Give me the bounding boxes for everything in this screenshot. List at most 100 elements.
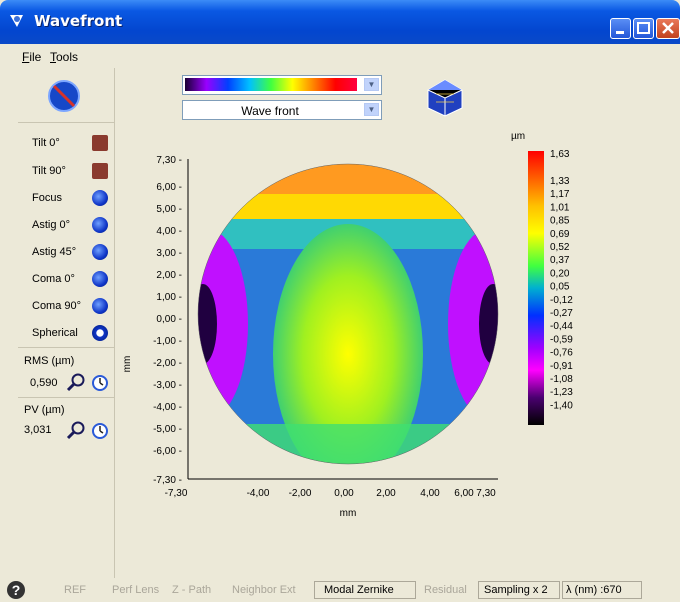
colorbar-tick-label: 0,37 (550, 255, 570, 266)
colorbar-tick-label: 0,85 (550, 216, 570, 227)
y-tick-label: 4,00 - (156, 226, 182, 237)
pv-label: PV (µm) (24, 404, 65, 416)
y-tick-label: -1,00 - (153, 336, 182, 347)
colorbar-tick-label: -1,23 (550, 387, 573, 398)
minimize-button[interactable] (610, 18, 631, 39)
astig-icon (92, 217, 108, 233)
x-axis-label: mm (340, 508, 357, 519)
status-box (562, 581, 642, 599)
3d-view-button[interactable] (424, 78, 466, 118)
colorbar-tick-label: 1,01 (550, 202, 570, 213)
measure-icon (48, 80, 80, 112)
x-tick-label: 0,00 (334, 488, 354, 499)
y-axis: 7,30 - 6,00 - 5,00 - 4,00 - 3,00 - 2,00 - 1,00… (153, 155, 182, 486)
status-wavelength: λ (nm) :670 (566, 584, 622, 596)
sidebar-item-astig-45[interactable]: Astig 45° (18, 239, 114, 265)
title-bar: Wavefront (0, 0, 680, 44)
divider (18, 397, 114, 398)
zernike-sidebar: Tilt 0° Tilt 90° Focus Astig 0° Astig 45… (18, 68, 115, 578)
sidebar-item-tilt-90[interactable]: Tilt 90° (18, 158, 114, 184)
status-residual[interactable]: Residual (424, 584, 467, 596)
y-tick-label: -6,00 - (153, 446, 182, 457)
svg-text:?: ? (12, 582, 21, 598)
x-tick-label: -7,30 (165, 488, 188, 499)
zoom-icon[interactable] (66, 420, 88, 440)
y-tick-label: 0,00 - (156, 314, 182, 325)
colorbar-scale: 1,63 1,33 1,17 1,01 0,85 0,69 0,52 0,37 0,20 0,05… (550, 149, 573, 411)
app-icon (10, 15, 23, 27)
rms-label: RMS (µm) (24, 355, 75, 367)
y-tick-label: -3,00 - (153, 380, 182, 391)
pv-value: 3,031 (24, 424, 52, 436)
x-tick-label: 4,00 (420, 488, 440, 499)
menu-tools[interactable]: Tools (50, 50, 79, 64)
status-ref[interactable]: REF (64, 584, 86, 596)
menu-bar: File Tools (0, 44, 680, 68)
colorbar (528, 151, 544, 425)
y-tick-label: 2,00 - (156, 270, 182, 281)
window-title: Wavefront (34, 12, 123, 30)
close-icon (662, 22, 674, 34)
colorbar-tick-label: -0,91 (550, 361, 573, 372)
colorbar-tick-label: -0,76 (550, 348, 573, 359)
zoom-icon[interactable] (66, 372, 88, 392)
colorbar-tick-label: -0,12 (550, 295, 573, 306)
maximize-button[interactable] (633, 18, 654, 39)
chevron-down-icon: ▼ (364, 103, 379, 116)
display-mode-select[interactable]: Wave front ▼ (182, 100, 382, 120)
x-tick-label: -4,00 (247, 488, 270, 499)
status-neighbor-ext[interactable]: Neighbor Ext (232, 584, 296, 596)
y-tick-label: -2,00 - (153, 358, 182, 369)
3d-cube-icon (427, 79, 463, 117)
colorbar-unit: µm (511, 131, 525, 142)
help-icon[interactable]: ? (6, 580, 26, 600)
colorbar-tick-label: -0,44 (550, 321, 573, 332)
sidebar-item-coma-90[interactable]: Coma 90° (18, 293, 114, 319)
colorbar-tick-label: -1,40 (550, 400, 573, 411)
colorbar-tick-label: 0,52 (550, 242, 570, 253)
y-tick-label: 7,30 - (156, 155, 182, 166)
colorbar-tick-label: 0,69 (550, 229, 570, 240)
x-tick-label: 7,30 (476, 488, 496, 499)
colorbar-tick-label: -0,59 (550, 334, 573, 345)
status-modal-zernike[interactable]: Modal Zernike (324, 584, 394, 596)
y-tick-label: 6,00 - (156, 182, 182, 193)
focus-icon (92, 190, 108, 206)
status-bar: ? REF Perf Lens Z - Path Neighbor Ext Mo… (0, 578, 680, 602)
colorbar-tick-label: 0,20 (550, 268, 570, 279)
status-perf-lens[interactable]: Perf Lens (112, 584, 160, 596)
astig-icon (92, 244, 108, 260)
x-tick-label: -2,00 (289, 488, 312, 499)
colorbar-tick-label: -1,08 (550, 374, 573, 385)
close-button[interactable] (656, 18, 680, 39)
divider (18, 347, 114, 348)
rms-value: 0,590 (30, 377, 58, 389)
stopwatch-icon[interactable] (90, 420, 110, 440)
sidebar-item-coma-0[interactable]: Coma 0° (18, 266, 114, 292)
status-z-path[interactable]: Z - Path (172, 584, 212, 596)
y-tick-label: 3,00 - (156, 248, 182, 259)
stopwatch-icon[interactable] (90, 372, 110, 392)
x-axis: -7,30 -4,00 -2,00 0,00 2,00 4,00 6,00 7,30 (165, 488, 497, 499)
tilt-icon (92, 135, 108, 151)
status-box (478, 581, 560, 599)
colorbar-tick-label: 1,17 (550, 189, 570, 200)
status-sampling: Sampling x 2 (484, 584, 548, 596)
minimize-icon (616, 31, 624, 34)
y-tick-label: -5,00 - (153, 424, 182, 435)
menu-file[interactable]: File (22, 50, 42, 64)
colorbar-tick-label: 1,33 (550, 176, 570, 187)
sidebar-item-astig-0[interactable]: Astig 0° (18, 212, 114, 238)
colormap-select[interactable]: ▼ (182, 75, 382, 95)
wavefront-plot: 7,30 -6,00 -5,00 -4,00 -3,00 -2,00 -1,00… (122, 131, 573, 519)
measure-button[interactable] (18, 70, 114, 123)
y-axis-label: mm (122, 356, 133, 373)
tilt-icon (92, 163, 108, 179)
chevron-down-icon: ▼ (364, 78, 379, 91)
x-tick-label: 2,00 (376, 488, 396, 499)
sidebar-item-focus[interactable]: Focus (18, 185, 114, 211)
sidebar-item-tilt-0[interactable]: Tilt 0° (18, 130, 114, 156)
sidebar-item-spherical[interactable]: Spherical (18, 320, 114, 346)
y-tick-label: 1,00 - (156, 292, 182, 303)
maximize-icon (637, 22, 650, 34)
